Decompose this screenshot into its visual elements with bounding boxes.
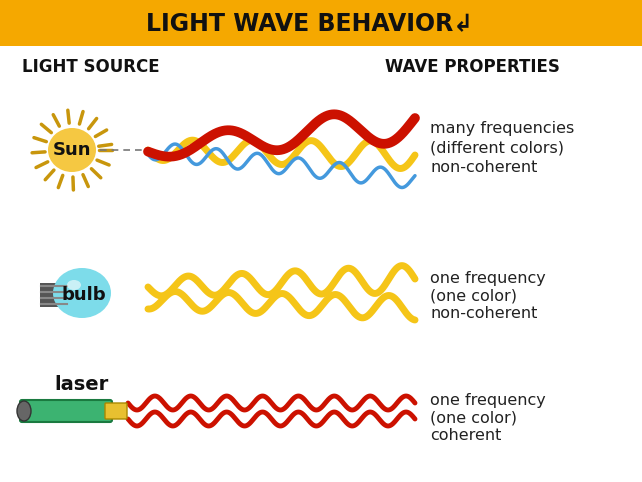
Ellipse shape [53, 268, 111, 318]
Text: non-coherent: non-coherent [430, 161, 537, 175]
Text: WAVE PROPERTIES: WAVE PROPERTIES [385, 58, 560, 76]
FancyBboxPatch shape [105, 403, 127, 419]
FancyBboxPatch shape [20, 400, 112, 422]
Text: one frequency: one frequency [430, 392, 546, 407]
Text: bulb: bulb [62, 286, 107, 304]
Text: (one color): (one color) [430, 411, 517, 426]
Ellipse shape [17, 401, 31, 421]
Text: many frequencies: many frequencies [430, 120, 574, 135]
Ellipse shape [48, 128, 96, 172]
Text: LIGHT WAVE BEHAVIOR↲: LIGHT WAVE BEHAVIOR↲ [146, 11, 474, 35]
Text: (one color): (one color) [430, 289, 517, 304]
Bar [40, 283, 68, 307]
Text: Sun: Sun [53, 141, 91, 159]
Text: one frequency: one frequency [430, 270, 546, 285]
Text: coherent: coherent [430, 428, 501, 443]
Text: laser: laser [55, 375, 109, 394]
Ellipse shape [67, 280, 81, 290]
Text: LIGHT SOURCE: LIGHT SOURCE [22, 58, 160, 76]
Text: non-coherent: non-coherent [430, 307, 537, 321]
Text: (different colors): (different colors) [430, 140, 564, 156]
Bar [0, 0, 642, 46]
